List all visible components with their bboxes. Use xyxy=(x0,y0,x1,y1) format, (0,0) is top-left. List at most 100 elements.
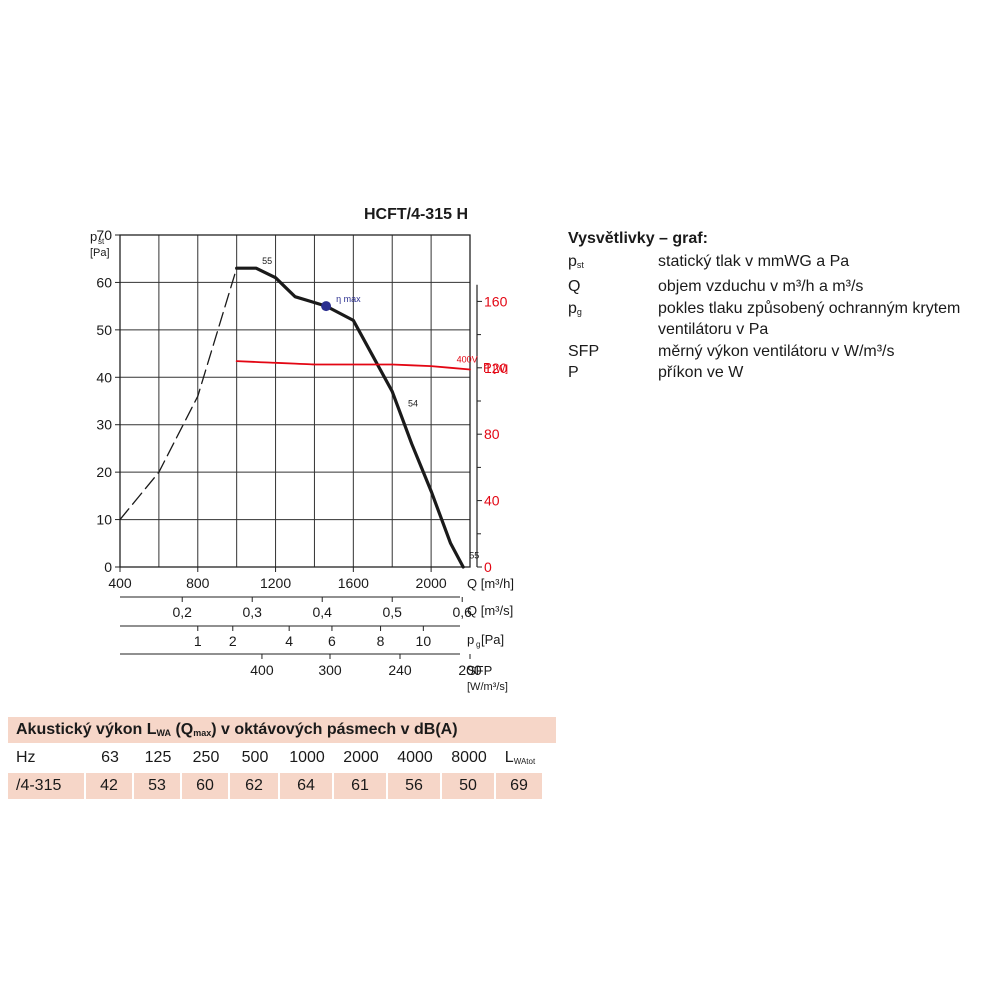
x-tick-label: 800 xyxy=(186,575,210,591)
power-axis-label: P xyxy=(483,360,492,375)
pg-tick-label: 2 xyxy=(229,633,237,649)
acoustic-value-cell: 53 xyxy=(134,773,180,799)
acoustic-header-cell: 500 xyxy=(241,749,269,766)
y-axis-label-sub: st xyxy=(98,237,105,246)
pg-tick-label: 4 xyxy=(285,633,293,649)
acoustic-value-cell: 69 xyxy=(496,773,542,799)
acoustic-value-cell: 61 xyxy=(334,773,386,799)
q-tick-label: 0,3 xyxy=(242,604,262,620)
chart-annotation: 400V xyxy=(457,354,478,364)
y-tick-label: 10 xyxy=(96,512,112,528)
acoustic-values-row: /4-315 42 53 60 62 64 61 56 50 69 xyxy=(8,773,556,799)
legend-symbol: pst xyxy=(568,252,584,270)
acoustic-header-cell: 125 xyxy=(144,749,172,766)
sfp-tick-label: 240 xyxy=(388,662,412,678)
acoustic-header-cell: 4000 xyxy=(397,749,433,766)
acoustic-title-part: ) v oktávových pásmech v dB(A) xyxy=(211,721,458,738)
acoustic-title-sub: max xyxy=(193,728,212,738)
power-tick-label: 120 xyxy=(484,360,508,376)
y-tick-label: 40 xyxy=(96,369,112,385)
y-tick-label: 20 xyxy=(96,464,112,480)
pg-tick-label: 6 xyxy=(328,633,336,649)
acoustic-header-cell: Hz xyxy=(16,749,36,766)
acoustic-value-cell: 64 xyxy=(280,773,332,799)
x-tick-label: 400 xyxy=(108,575,132,591)
acoustic-value-cell: 42 xyxy=(86,773,132,799)
chart-annotation: η max xyxy=(336,294,361,304)
eta-max-marker xyxy=(321,301,332,312)
acoustic-header-cell: 63 xyxy=(101,749,119,766)
legend-symbol: P xyxy=(568,364,579,381)
chart-annotation: 54 xyxy=(408,398,418,408)
series-line-2 xyxy=(235,360,471,371)
pg-tick-label: 8 xyxy=(377,633,385,649)
legend-description: měrný výkon ventilátoru v W/m³/s xyxy=(658,342,895,360)
power-tick-label: 160 xyxy=(484,293,508,309)
legend-symbol: pg xyxy=(568,299,582,317)
acoustic-value-cell: 50 xyxy=(442,773,494,799)
y-tick-label: 0 xyxy=(104,559,112,575)
q-tick-label: 0,2 xyxy=(172,604,192,620)
chart-annotation: 55 xyxy=(469,550,479,560)
acoustic-header-cell: 2000 xyxy=(343,749,379,766)
legend-description: příkon ve W xyxy=(658,364,744,381)
power-tick-label: 40 xyxy=(484,493,500,509)
legend-row: pst statický tlak v mmWG a Pa xyxy=(568,251,998,277)
legend-description: statický tlak v mmWG a Pa xyxy=(658,252,850,270)
series-line-0 xyxy=(119,267,238,521)
legend-row: pg pokles tlaku způsobený ochranným kryte… xyxy=(568,298,998,341)
pg-axis-label-sub: g xyxy=(476,640,480,649)
acoustic-header-cell: LWAtot xyxy=(504,749,536,766)
x-axis-label: Q [m³/h] xyxy=(467,576,514,591)
series-line-1 xyxy=(235,266,465,569)
acoustic-title: Akustický výkon LWA (Qmax) v oktávových … xyxy=(8,717,556,743)
sfp-axis-unit: [W/m³/s] xyxy=(467,681,508,693)
chart-series xyxy=(119,266,471,569)
acoustic-header-cell: 1000 xyxy=(289,749,325,766)
y-tick-label: 60 xyxy=(96,274,112,290)
y-tick-label: 70 xyxy=(96,227,112,243)
graph-legend: Vysvětlivky – graf: pst statický tlak v m… xyxy=(568,228,998,384)
acoustic-title-sub: WA xyxy=(156,728,172,738)
acoustic-header-row: Hz 63 125 250 500 1000 2000 4000 8000 LWAtot xyxy=(8,745,556,771)
legend-symbol: SFP xyxy=(568,342,600,360)
acoustic-header-cell: 250 xyxy=(192,749,220,766)
acoustic-title-part: Akustický výkon L xyxy=(16,721,157,738)
q-axis-label: Q [m³/s] xyxy=(467,603,513,618)
acoustic-value-cell: 56 xyxy=(388,773,440,799)
sfp-axis-label: SFP xyxy=(467,663,492,678)
pg-axis-unit: [Pa] xyxy=(481,632,504,647)
acoustic-value-cell: /4-315 xyxy=(8,773,84,799)
chart-annotation: 55 xyxy=(262,256,272,266)
pg-tick-label: 10 xyxy=(416,633,432,649)
y-tick-label: 50 xyxy=(96,322,112,338)
q-tick-label: 0,4 xyxy=(312,604,332,620)
sfp-tick-label: 300 xyxy=(318,662,342,678)
pg-axis-label: p xyxy=(467,632,474,647)
power-axis-unit: [W] xyxy=(493,364,508,375)
acoustic-value-cell: 62 xyxy=(230,773,278,799)
legend-row: SFP měrný výkon ventilátoru v W/m³/s xyxy=(568,341,998,363)
power-tick-label: 80 xyxy=(484,426,500,442)
y-axis-label: p xyxy=(90,229,97,244)
acoustic-title-part: (Q xyxy=(171,721,194,738)
legend-symbol: Q xyxy=(568,278,581,295)
x-tick-label: 1600 xyxy=(338,575,369,591)
q-tick-label: 0,6 xyxy=(452,604,472,620)
x-tick-label: 2000 xyxy=(416,575,447,591)
pg-tick-label: 1 xyxy=(194,633,202,649)
legend-description: pokles tlaku způsobený ochranným krytem … xyxy=(658,299,961,339)
x-tick-label: 1200 xyxy=(260,575,291,591)
chart-axes xyxy=(115,234,482,659)
acoustic-header-cell: 8000 xyxy=(451,749,487,766)
sfp-tick-label: 400 xyxy=(250,662,274,678)
q-tick-label: 0,5 xyxy=(382,604,402,620)
y-tick-label: 30 xyxy=(96,417,112,433)
chart-title: HCFT/4-315 H xyxy=(364,206,468,223)
legend-title: Vysvětlivky – graf: xyxy=(568,230,708,247)
